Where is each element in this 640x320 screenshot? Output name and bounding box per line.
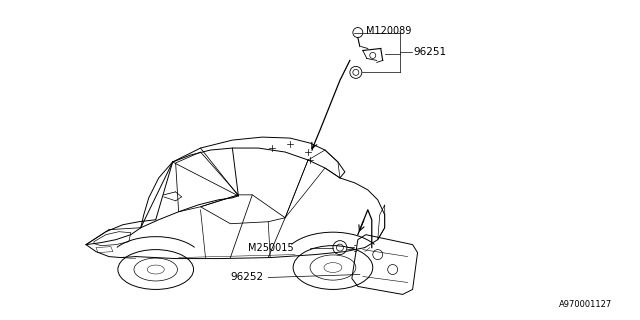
Text: A970001127: A970001127 bbox=[559, 300, 612, 309]
Text: M250015: M250015 bbox=[248, 243, 294, 252]
Text: 96251: 96251 bbox=[413, 47, 447, 58]
Text: M120089: M120089 bbox=[366, 26, 411, 36]
Text: 96252: 96252 bbox=[230, 273, 264, 283]
